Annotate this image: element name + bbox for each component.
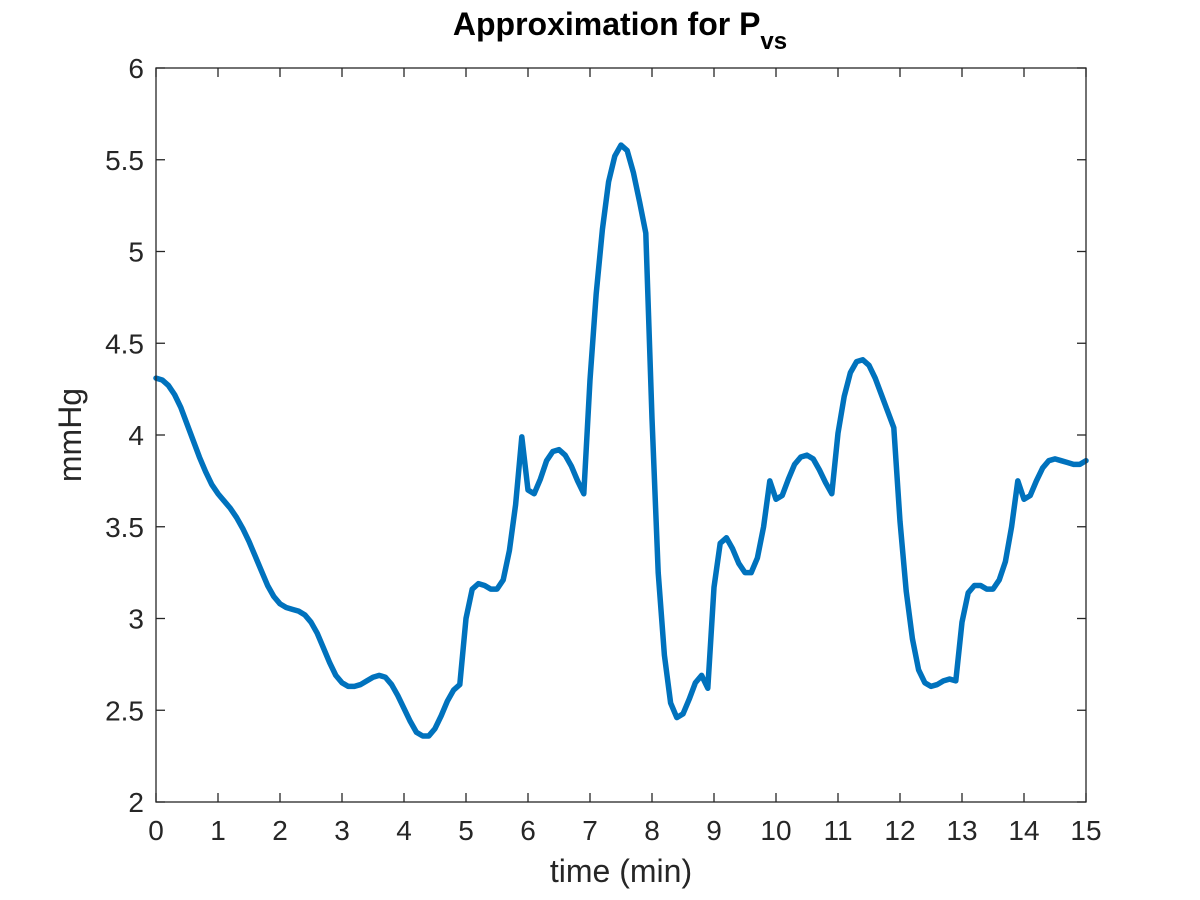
x-tick-label: 8 [644, 815, 660, 846]
x-tick-label: 6 [520, 815, 536, 846]
plot-area [156, 68, 1086, 802]
x-tick-label: 10 [760, 815, 791, 846]
y-tick-label: 3.5 [105, 512, 144, 543]
x-axis-label: time (min) [550, 853, 692, 889]
y-tick-label: 4 [128, 420, 144, 451]
x-tick-label: 1 [210, 815, 226, 846]
x-tick-label: 14 [1008, 815, 1039, 846]
x-tick-label: 9 [706, 815, 722, 846]
x-tick-label: 3 [334, 815, 350, 846]
chart-title: Approximation for Pvs [453, 6, 787, 55]
y-tick-label: 2.5 [105, 695, 144, 726]
y-tick-label: 4.5 [105, 328, 144, 359]
y-axis-label: mmHg [52, 388, 88, 482]
y-tick-label: 5 [128, 237, 144, 268]
x-tick-label: 12 [884, 815, 915, 846]
x-tick-label: 0 [148, 815, 164, 846]
y-tick-label: 3 [128, 604, 144, 635]
y-tick-label: 5.5 [105, 145, 144, 176]
x-tick-label: 13 [946, 815, 977, 846]
y-tick-label: 6 [128, 53, 144, 84]
x-tick-label: 11 [823, 815, 852, 846]
series-line [153, 142, 1089, 739]
chart-title-subscript: vs [760, 28, 787, 55]
x-tick-label: 4 [396, 815, 412, 846]
axes-box [155, 67, 1087, 803]
x-tick-label: 2 [272, 815, 288, 846]
chart-title-main: Approximation for P [453, 6, 761, 42]
y-tick-label: 2 [128, 787, 144, 818]
x-tick-label: 15 [1070, 815, 1101, 846]
x-tick-label: 5 [458, 815, 474, 846]
series-layer [153, 142, 1089, 739]
x-tick-label: 7 [582, 815, 598, 846]
